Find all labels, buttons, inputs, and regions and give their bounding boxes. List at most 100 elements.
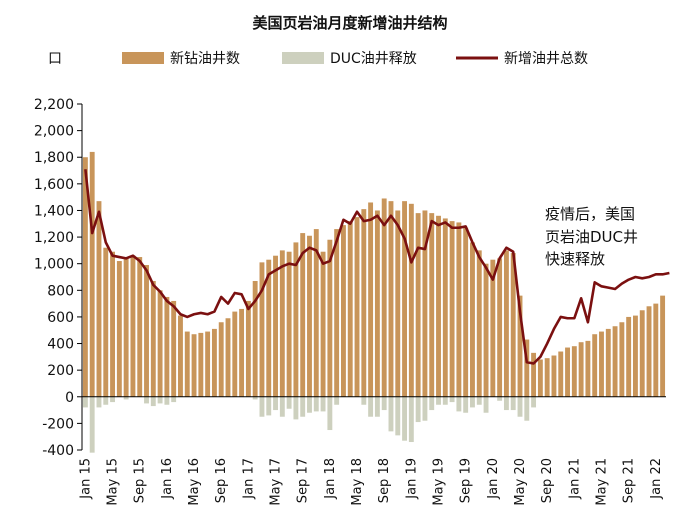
bar-drilled [211, 328, 217, 397]
bar-drilled [368, 202, 374, 397]
bar-drilled [130, 255, 136, 397]
y-tick-label: 400 [47, 337, 74, 353]
x-tick-label: Jan 18 [323, 458, 338, 500]
legend-swatch-duc [282, 52, 324, 64]
bar-drilled [463, 227, 469, 397]
bar-drilled [565, 347, 570, 397]
bar-drilled [619, 322, 625, 397]
bar-duc [470, 396, 475, 408]
bar-duc [307, 396, 312, 413]
bar-drilled [578, 342, 584, 397]
y-tick-label: 600 [47, 310, 74, 326]
bar-drilled [307, 235, 312, 397]
y-axis: -400 -200 0 200 400 600 800 1,000 1,200 1,400 1,60… [34, 97, 83, 459]
bar-drilled [334, 229, 340, 397]
legend-label-duc: DUC油井释放 [330, 51, 417, 67]
bar-duc [408, 396, 414, 443]
bar-drilled [354, 217, 360, 397]
x-tick-label: Sep 17 [296, 458, 311, 503]
bar-duc [368, 396, 374, 417]
x-tick-label: Jan 20 [486, 458, 501, 500]
bar-drilled [178, 315, 183, 397]
bar-drilled [313, 229, 319, 397]
bar-drilled [144, 265, 149, 397]
y-tick-label: 1,600 [34, 177, 74, 193]
x-tick-label: May 15 [106, 458, 121, 506]
bar-duc [103, 396, 109, 405]
x-tick-label: May 18 [350, 458, 365, 506]
x-tick-label: May 16 [187, 458, 202, 506]
bar-duc [531, 396, 537, 408]
bar-drilled [449, 221, 455, 397]
bar-duc [313, 396, 319, 412]
x-tick-label: May 20 [513, 458, 528, 506]
x-tick-label: May 21 [594, 458, 609, 506]
bar-duc [524, 396, 530, 421]
bar-drilled [599, 331, 604, 397]
bar-drilled [347, 221, 353, 397]
y-unit-label: 口 [48, 51, 62, 67]
bar-duc [164, 396, 170, 405]
bar-drilled [191, 334, 197, 397]
bar-drilled [164, 296, 170, 397]
legend-label-drilled: 新钻油井数 [170, 51, 240, 67]
x-tick-label: Sep 21 [622, 458, 637, 503]
chart-title: 美国页岩油月度新增油井结构 [252, 14, 447, 32]
bar-drilled [184, 331, 190, 397]
bar-drilled [639, 310, 645, 397]
bar-drilled [592, 334, 598, 397]
total-line-layer [84, 169, 670, 365]
bar-duc [320, 396, 326, 412]
bar-duc [266, 396, 272, 416]
x-tick-label: Sep 20 [540, 458, 555, 503]
bar-drilled [497, 258, 503, 397]
x-tick-label: May 19 [432, 458, 447, 506]
bar-duc [110, 396, 116, 403]
bar-drilled [456, 222, 462, 397]
bar-drilled [293, 242, 299, 397]
bar-duc [436, 396, 441, 405]
bar-drilled [585, 340, 591, 397]
y-tick-label: 800 [47, 283, 74, 299]
bar-duc [361, 396, 367, 405]
bar-drilled [429, 213, 435, 397]
bar-drilled [490, 259, 496, 397]
y-tick-label: 1,400 [34, 203, 74, 219]
bar-duc [415, 396, 421, 423]
bar-drilled [646, 306, 652, 397]
x-tick-label: Jan 16 [160, 458, 175, 500]
bar-drilled [361, 209, 367, 397]
bar-drilled [123, 257, 129, 397]
x-tick-label: Sep 15 [133, 458, 148, 503]
bar-duc [483, 396, 489, 413]
bar-duc [150, 396, 156, 407]
bar-duc [456, 396, 462, 412]
bar-drilled [422, 210, 428, 397]
bar-duc [402, 396, 408, 441]
bars [82, 151, 666, 453]
bar-drilled [558, 351, 564, 397]
bar-drilled [96, 201, 102, 397]
bar-duc [82, 396, 88, 408]
bar-drilled [89, 151, 95, 397]
bar-drilled [320, 251, 326, 397]
bar-duc [89, 396, 95, 453]
x-tick-label: Sep 19 [459, 458, 474, 503]
y-tick-label: 1,200 [34, 230, 74, 246]
bar-drilled [218, 322, 224, 397]
bar-drilled [517, 295, 523, 397]
bar-drilled [171, 300, 177, 397]
bar-drilled [157, 290, 163, 397]
bar-drilled [483, 263, 489, 397]
bar-duc [300, 396, 306, 417]
bar-drilled [381, 198, 387, 397]
bar-drilled [571, 346, 577, 397]
bar-drilled [395, 210, 401, 397]
bar-duc [259, 396, 265, 417]
bar-duc [442, 396, 448, 405]
bar-duc [395, 396, 401, 436]
annotation-line-1: 疫情后，美国 [545, 205, 635, 223]
annotation: 疫情后，美国 页岩油DUC井 快速释放 [545, 205, 638, 268]
bar-drilled [110, 251, 116, 397]
